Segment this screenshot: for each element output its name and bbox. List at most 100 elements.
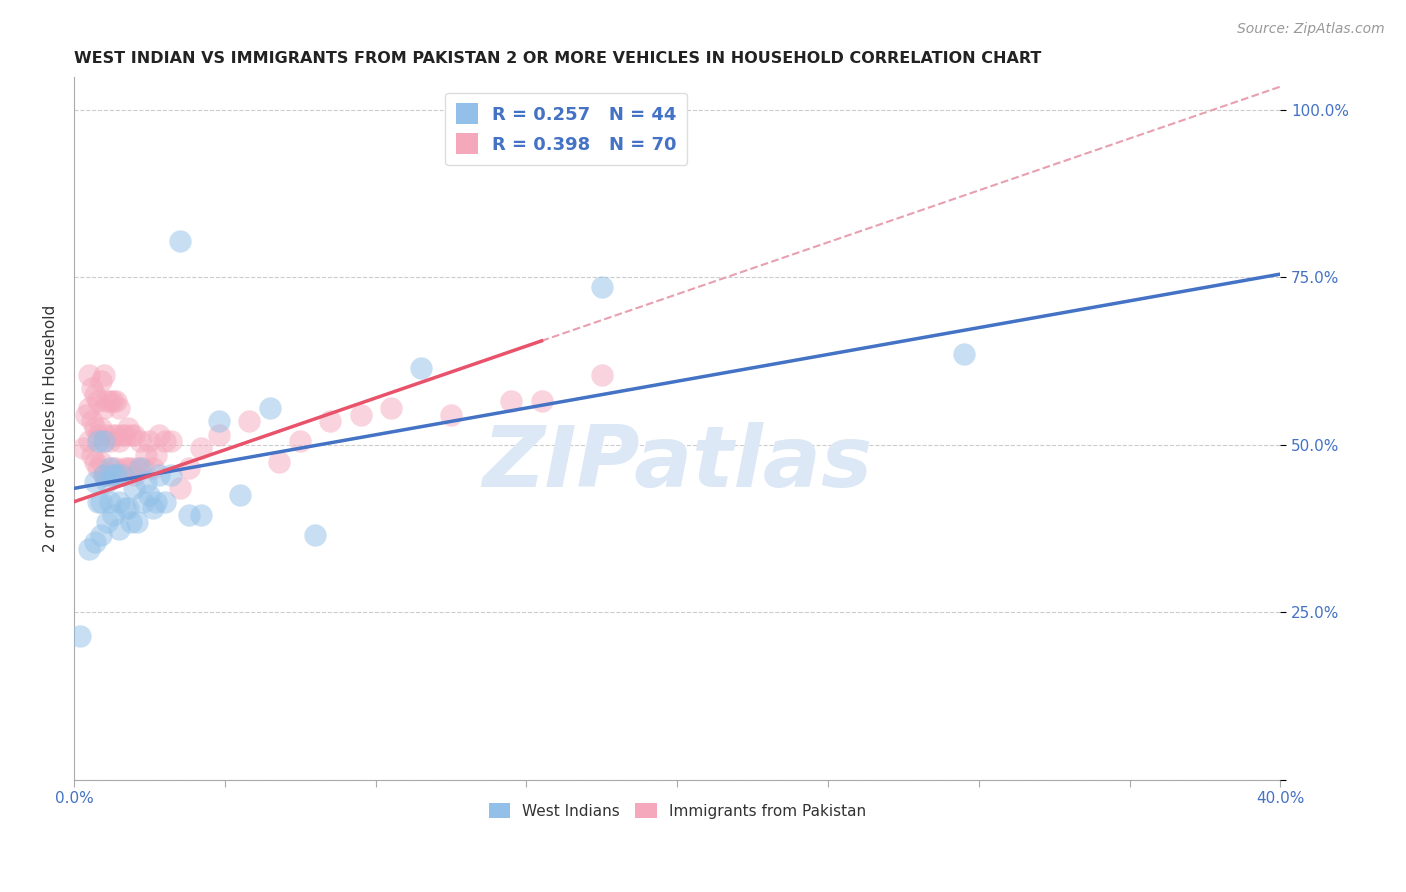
Point xyxy=(103,461,125,475)
Point xyxy=(145,494,167,508)
Point xyxy=(108,522,131,536)
Point xyxy=(93,368,115,382)
Point xyxy=(105,461,128,475)
Point xyxy=(93,467,115,482)
Point xyxy=(87,494,110,508)
Point xyxy=(96,394,118,409)
Point xyxy=(269,454,291,468)
Point xyxy=(208,414,231,428)
Point xyxy=(111,427,134,442)
Point xyxy=(108,434,131,449)
Point xyxy=(169,481,191,495)
Point xyxy=(77,368,100,382)
Text: Source: ZipAtlas.com: Source: ZipAtlas.com xyxy=(1237,22,1385,37)
Legend: West Indians, Immigrants from Pakistan: West Indians, Immigrants from Pakistan xyxy=(482,797,872,825)
Point xyxy=(129,434,152,449)
Point xyxy=(93,434,115,449)
Point xyxy=(117,421,139,435)
Point xyxy=(87,461,110,475)
Point xyxy=(98,434,121,449)
Point xyxy=(114,501,136,516)
Point xyxy=(190,441,212,455)
Point xyxy=(84,535,107,549)
Point xyxy=(87,394,110,409)
Point xyxy=(98,467,121,482)
Point xyxy=(93,434,115,449)
Point xyxy=(148,427,170,442)
Point xyxy=(103,508,125,523)
Point xyxy=(148,467,170,482)
Point xyxy=(290,434,312,449)
Point xyxy=(96,427,118,442)
Point xyxy=(77,401,100,415)
Point xyxy=(132,494,155,508)
Point xyxy=(127,515,149,529)
Point xyxy=(591,368,613,382)
Point xyxy=(124,467,146,482)
Point xyxy=(159,434,181,449)
Point xyxy=(108,401,131,415)
Point xyxy=(103,467,125,482)
Point xyxy=(77,541,100,556)
Point xyxy=(349,408,371,422)
Point xyxy=(319,414,342,428)
Point xyxy=(177,508,200,523)
Point xyxy=(124,481,146,495)
Point xyxy=(75,408,97,422)
Point xyxy=(169,234,191,248)
Point xyxy=(108,494,131,508)
Point xyxy=(409,360,432,375)
Point xyxy=(82,381,104,395)
Point xyxy=(238,414,260,428)
Point xyxy=(132,461,155,475)
Point xyxy=(138,488,160,502)
Point xyxy=(90,528,112,542)
Point xyxy=(159,467,181,482)
Point xyxy=(111,467,134,482)
Point xyxy=(304,528,326,542)
Point xyxy=(82,448,104,462)
Point xyxy=(952,347,974,361)
Point xyxy=(90,374,112,388)
Point xyxy=(177,461,200,475)
Point xyxy=(84,454,107,468)
Point xyxy=(117,501,139,516)
Point xyxy=(591,280,613,294)
Point xyxy=(229,488,252,502)
Point xyxy=(141,501,163,516)
Point xyxy=(135,475,157,489)
Point xyxy=(96,475,118,489)
Point xyxy=(530,394,553,409)
Point xyxy=(105,467,128,482)
Point xyxy=(138,434,160,449)
Point xyxy=(84,421,107,435)
Point xyxy=(103,427,125,442)
Point xyxy=(82,414,104,428)
Point xyxy=(208,427,231,442)
Point xyxy=(124,427,146,442)
Point xyxy=(129,461,152,475)
Point xyxy=(127,461,149,475)
Point xyxy=(117,461,139,475)
Point xyxy=(72,441,94,455)
Point xyxy=(141,461,163,475)
Text: ZIPatlas: ZIPatlas xyxy=(482,422,872,505)
Point xyxy=(90,454,112,468)
Point xyxy=(93,467,115,482)
Point xyxy=(114,461,136,475)
Point xyxy=(98,461,121,475)
Point xyxy=(380,401,402,415)
Point xyxy=(77,434,100,449)
Point xyxy=(120,515,142,529)
Point xyxy=(90,421,112,435)
Point xyxy=(153,434,176,449)
Point xyxy=(135,448,157,462)
Point xyxy=(153,494,176,508)
Point xyxy=(96,467,118,482)
Point xyxy=(111,467,134,482)
Point xyxy=(87,427,110,442)
Point xyxy=(69,629,91,643)
Point xyxy=(440,408,463,422)
Point xyxy=(120,427,142,442)
Point xyxy=(103,394,125,409)
